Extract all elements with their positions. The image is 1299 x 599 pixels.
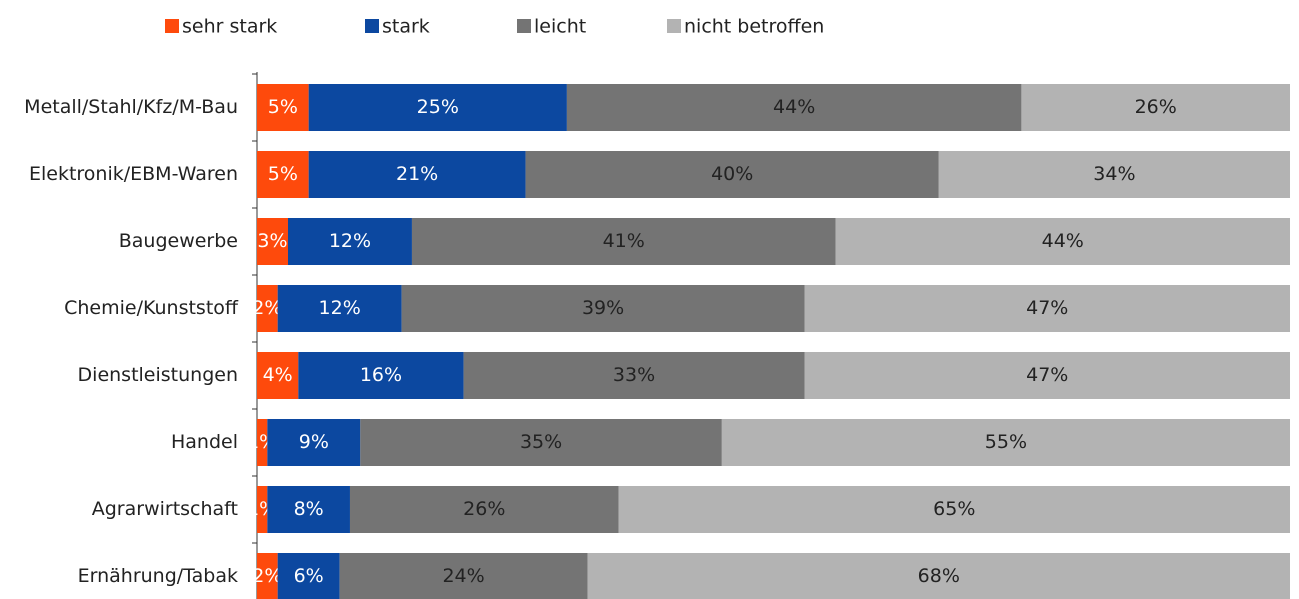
value-label: 4% [263,364,293,386]
value-label: 9% [299,431,329,453]
value-label: 2% [252,297,282,319]
value-label: 34% [1093,163,1135,185]
bar-segment [835,218,1290,265]
y-tick-label: Baugewerbe [119,230,238,252]
bar-segment [566,84,1022,131]
value-label: 12% [319,297,361,319]
bar-segment [277,553,340,599]
bar-segment [587,553,1290,599]
legend-swatch [365,19,379,33]
value-label: 21% [396,163,438,185]
bar-segment [257,352,299,399]
y-tick-label: Handel [171,431,238,453]
legend-label: leicht [534,16,586,38]
y-tick-label: Metall/Stahl/Kfz/M-Bau [24,96,238,118]
y-tick-label: Elektronik/EBM-Waren [29,163,238,185]
bar-segment [525,151,939,198]
bar-segment [298,352,464,399]
value-label: 40% [711,163,753,185]
legend-swatch [667,19,681,33]
bar-segment [349,486,619,533]
value-label: 33% [613,364,655,386]
legend-label: stark [382,16,430,38]
bar-segment [267,419,361,466]
value-label: 65% [933,498,975,520]
value-label: 68% [918,565,960,587]
value-label: 24% [442,565,484,587]
bar-segment [618,486,1290,533]
value-label: 6% [294,565,324,587]
value-label: 39% [582,297,624,319]
y-tick-label: Ernährung/Tabak [78,565,238,587]
value-label: 35% [520,431,562,453]
value-label: 47% [1026,297,1068,319]
value-label: 47% [1026,364,1068,386]
legend-swatch [165,19,179,33]
legend-swatch [517,19,531,33]
value-label: 26% [1135,96,1177,118]
value-label: 26% [463,498,505,520]
value-label: 16% [360,364,402,386]
bar-segment [257,84,309,131]
legend-label: sehr stark [182,16,277,38]
bar-segment [804,285,1290,332]
bar-segment [257,151,309,198]
value-label: 44% [773,96,815,118]
bar-segment [257,486,268,533]
value-label: 12% [329,230,371,252]
bar-segment [267,486,350,533]
value-label: 2% [252,565,282,587]
bar-segment [463,352,805,399]
value-label: 5% [268,96,298,118]
bar-segment [360,419,722,466]
bar-segment [1021,84,1290,131]
bar-segment [308,84,567,131]
bar-segment [257,553,278,599]
value-label: 8% [294,498,324,520]
value-label: 3% [257,230,287,252]
bar-segment [804,352,1290,399]
bar-segment [411,218,836,265]
bar-segment [938,151,1290,198]
bar-segment [287,218,412,265]
y-tick-label: Chemie/Kunststoff [64,297,239,319]
y-tick-label: Agrarwirtschaft [92,498,238,520]
bar-segment [401,285,805,332]
legend-label: nicht betroffen [684,16,824,38]
bar-segment [257,218,288,265]
bar-segment [257,419,268,466]
bar-segment [257,285,278,332]
bar-segment [721,419,1290,466]
value-label: 5% [268,163,298,185]
bar-segment [308,151,526,198]
value-label: 44% [1042,230,1084,252]
y-tick-label: Dienstleistungen [78,364,238,386]
value-label: 25% [417,96,459,118]
value-label: 41% [603,230,645,252]
bar-segment [277,285,402,332]
value-label: 55% [985,431,1027,453]
bar-segment [339,553,588,599]
